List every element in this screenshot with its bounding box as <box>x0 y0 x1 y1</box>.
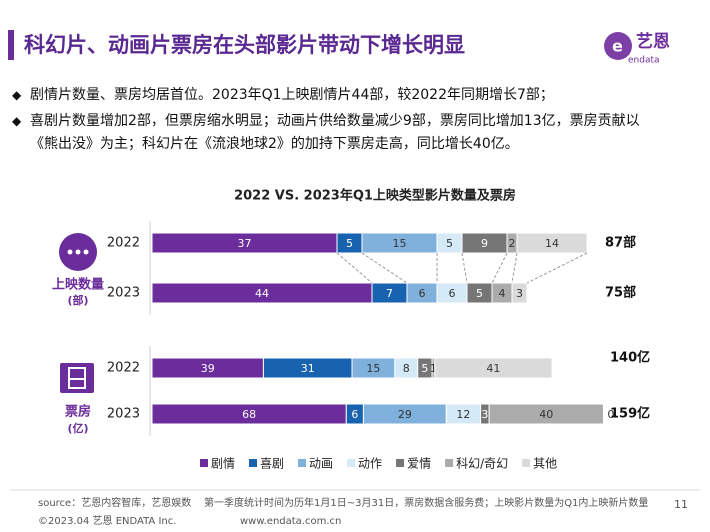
connector <box>461 252 468 284</box>
total-label: 140亿 <box>610 350 650 366</box>
title-accent <box>8 30 14 60</box>
y-tick-label: 2023 <box>107 286 140 301</box>
legend-swatch <box>200 459 208 467</box>
bar-segment <box>488 403 604 425</box>
bar-segment <box>516 232 588 254</box>
data-label: 3 <box>481 408 488 421</box>
legend-label: 动作 <box>358 457 382 471</box>
y-tick-label: 2022 <box>107 236 140 251</box>
data-label: 1 <box>430 362 437 375</box>
bullet: 喜剧片数量增加2部，但票房缩水明显；动画片供给数量减少9部，票房同比增加13亿，… <box>12 110 640 156</box>
legend-label: 爱情 <box>407 457 431 471</box>
logo-icon <box>604 32 632 60</box>
total-label: 75部 <box>605 285 636 301</box>
y-tick-label: 2023 <box>107 407 140 422</box>
group-label: 票房 <box>65 404 91 420</box>
chart-title: 2022 VS. 2023年Q1上映类型影片数量及票房 <box>234 188 516 204</box>
title: 科幻片、动画片票房在头部影片带动下增长明显 <box>24 33 465 57</box>
unit-label: (部) <box>67 293 88 307</box>
data-label: 0 <box>607 408 614 421</box>
data-label: 4 <box>499 287 506 300</box>
connector <box>511 252 518 284</box>
logo-sub: endata <box>628 56 660 66</box>
legend-swatch <box>298 459 307 467</box>
data-label: 68 <box>242 408 256 421</box>
note: 第一季度统计时间为历年1月1日~3月31日，票房数据含服务费；上映影片数量为Q1… <box>204 496 648 509</box>
bar-segment <box>434 357 553 379</box>
copyright: ©2023.04 艺恩 ENDATA Inc. <box>38 515 176 527</box>
legend-swatch <box>396 459 405 467</box>
logo-e: e <box>612 37 623 56</box>
data-label: 6 <box>449 287 456 300</box>
source: source：艺恩内容智库，艺恩娱数 <box>38 496 191 509</box>
data-label: 15 <box>366 362 380 375</box>
data-label: 2 <box>509 237 516 250</box>
total-label: 159亿 <box>610 406 650 422</box>
data-label: 9 <box>481 237 488 250</box>
legend-label: 科幻/奇幻 <box>456 457 508 471</box>
url: www.endata.com.cn <box>240 516 341 527</box>
y-tick-label: 2022 <box>107 361 140 376</box>
data-label: 8 <box>403 362 410 375</box>
bar-segment <box>511 282 528 304</box>
page-number: 11 <box>674 498 688 511</box>
data-label: 12 <box>456 408 470 421</box>
data-label: 5 <box>446 237 453 250</box>
data-label: 37 <box>238 237 252 250</box>
legend-swatch <box>249 459 258 467</box>
connector <box>526 252 588 284</box>
unit-label: (亿) <box>67 421 88 435</box>
data-label: 7 <box>386 287 393 300</box>
connector <box>336 252 373 284</box>
connector <box>491 252 508 284</box>
total-label: 87部 <box>605 235 636 251</box>
legend-swatch <box>347 459 356 467</box>
legend-label: 动画 <box>309 457 333 471</box>
data-label: 5 <box>476 287 483 300</box>
legend-label: 喜剧 <box>260 457 284 471</box>
legend-label: 其他 <box>533 457 557 471</box>
data-label: 29 <box>398 408 412 421</box>
data-label: 39 <box>201 362 215 375</box>
data-label: 6 <box>351 408 358 421</box>
connector <box>361 252 408 284</box>
data-label: 14 <box>545 237 559 250</box>
data-label: 31 <box>301 362 315 375</box>
data-label: 40 <box>539 408 553 421</box>
data-label: 5 <box>421 362 428 375</box>
data-label: 41 <box>486 362 500 375</box>
logo: 艺恩 <box>636 31 670 52</box>
data-label: 5 <box>346 237 353 250</box>
data-label: 44 <box>255 287 269 300</box>
data-label: 3 <box>516 287 523 300</box>
legend-swatch <box>522 459 531 467</box>
data-label: 6 <box>419 287 426 300</box>
legend-label: 剧情 <box>211 457 235 471</box>
data-label: 15 <box>393 237 407 250</box>
group-label: 上映数量 <box>52 277 104 293</box>
bullet: 剧情片数量、票房均居首位。2023年Q1上映剧情片44部，较2022年同期增长7… <box>12 84 660 107</box>
legend-swatch <box>445 459 454 467</box>
